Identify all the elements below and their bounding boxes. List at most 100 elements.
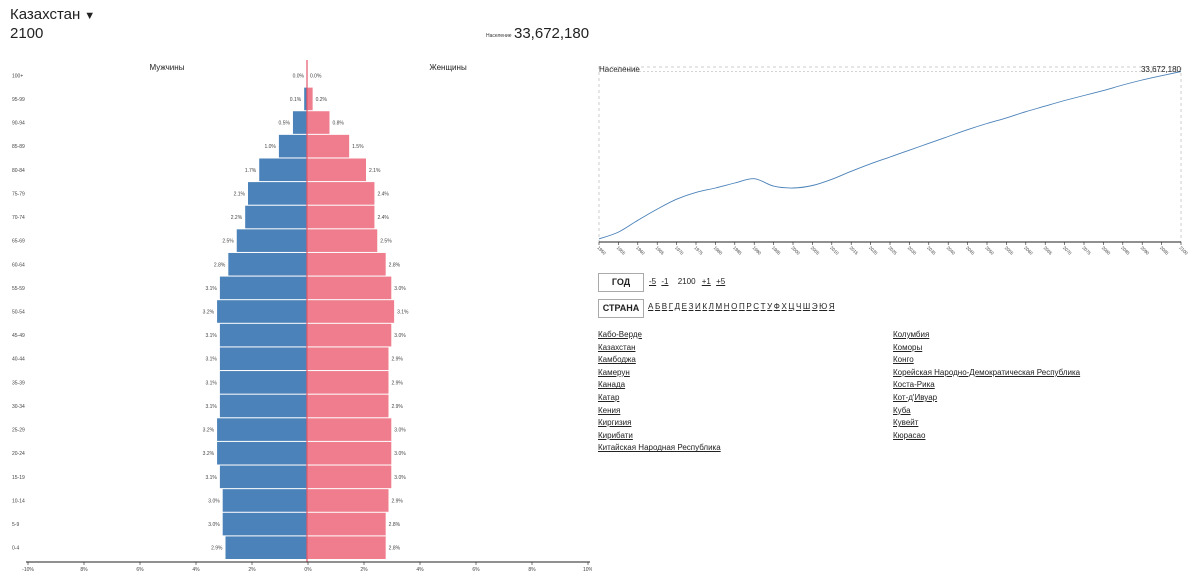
x-tick-label: 2045 xyxy=(965,245,976,256)
age-label: 0-4 xyxy=(12,546,19,552)
age-label: 85-89 xyxy=(12,144,25,150)
male-value-label: 0.5% xyxy=(279,121,291,127)
year-plus-5-link[interactable]: +5 xyxy=(716,277,726,286)
letter-filter-link[interactable]: О xyxy=(731,302,738,311)
age-label: 70-74 xyxy=(12,215,25,221)
letter-filter-link[interactable]: Г xyxy=(668,302,674,311)
letter-filter-link[interactable]: К xyxy=(702,302,708,311)
country-link[interactable]: Киргизия xyxy=(598,418,632,428)
year-minus-1-link[interactable]: -1 xyxy=(661,277,669,286)
x-tick-label: 1950 xyxy=(596,245,607,256)
female-bar-20-24 xyxy=(307,441,392,465)
male-bar-85-89 xyxy=(278,134,307,158)
country-link[interactable]: Катар xyxy=(598,392,620,402)
male-bar-15-19 xyxy=(219,465,307,489)
letter-filter-link[interactable]: Х xyxy=(781,302,787,311)
letter-filter-link[interactable]: С xyxy=(753,302,760,311)
age-label: 65-69 xyxy=(12,239,25,245)
male-bar-80-84 xyxy=(259,158,307,182)
country-link[interactable]: Китайская Народная Республика xyxy=(598,443,721,453)
country-link[interactable]: Кувейт xyxy=(893,418,919,428)
country-link[interactable]: Кюрасао xyxy=(893,430,926,440)
x-tick-label: 2010 xyxy=(829,245,840,256)
letter-filter-link[interactable]: Ш xyxy=(802,302,811,311)
x-tick-label: 2060 xyxy=(1023,245,1034,256)
age-label: 55-59 xyxy=(12,286,25,292)
male-value-label: 2.2% xyxy=(231,215,243,221)
country-link[interactable]: Казахстан xyxy=(598,342,636,352)
population-pyramid: Мужчины Женщины 100+ 0.0% 0.0% 95-99 0.1% 0.2… xyxy=(12,60,592,573)
country-link[interactable]: Канада xyxy=(598,380,626,390)
country-button[interactable]: СТРАНА xyxy=(598,299,644,318)
year-minus-5-link[interactable]: -5 xyxy=(649,277,657,286)
x-tick-label: 6% xyxy=(472,567,480,573)
male-bar-25-29 xyxy=(217,418,307,441)
country-link[interactable]: Кирибати xyxy=(598,430,633,440)
country-link[interactable]: Камбоджа xyxy=(598,355,636,365)
country-link[interactable]: Колумбия xyxy=(893,330,930,339)
age-label: 40-44 xyxy=(12,357,25,363)
letter-filter-link[interactable]: У xyxy=(767,302,773,311)
male-bar-20-24 xyxy=(217,441,307,465)
male-bar-65-69 xyxy=(236,229,307,252)
letter-filter-link[interactable]: П xyxy=(738,302,745,311)
age-label: 20-24 xyxy=(12,451,25,457)
letter-filter-link[interactable]: М xyxy=(715,302,723,311)
country-link[interactable]: Коморы xyxy=(893,342,923,352)
male-value-label: 3.1% xyxy=(205,357,217,363)
letter-filter-link[interactable]: З xyxy=(688,302,694,311)
age-label: 30-34 xyxy=(12,404,25,410)
male-value-label: 3.0% xyxy=(208,522,220,528)
age-label: 15-19 xyxy=(12,475,25,481)
female-bar-60-64 xyxy=(307,252,386,276)
letter-filter-link[interactable]: Д xyxy=(674,302,681,311)
letter-filter-link[interactable]: Б xyxy=(654,302,661,311)
country-link[interactable]: Кабо-Верде xyxy=(598,330,642,339)
letter-filter-link[interactable]: И xyxy=(695,302,701,311)
female-value-label: 3.0% xyxy=(394,451,406,457)
country-link[interactable]: Кения xyxy=(598,405,621,415)
year-plus-1-link[interactable]: +1 xyxy=(701,277,711,286)
male-bar-75-79 xyxy=(247,182,307,205)
letter-filter-link[interactable]: Ф xyxy=(773,302,780,311)
country-link[interactable]: Кот-д'Ивуар xyxy=(893,392,938,402)
letter-filter-link[interactable]: Т xyxy=(760,302,766,311)
country-link[interactable]: Коста-Рика xyxy=(893,380,935,390)
female-value-label: 2.5% xyxy=(380,239,392,245)
country-name: Казахстан xyxy=(10,6,81,23)
x-tick-label: 2025 xyxy=(887,245,898,256)
letter-filter-link[interactable]: Р xyxy=(746,302,752,311)
x-tick-label: 6% xyxy=(136,567,144,573)
female-value-label: 0.2% xyxy=(316,97,328,103)
letter-filter-link[interactable]: Е xyxy=(681,302,688,311)
year-current: 2100 xyxy=(677,277,696,286)
letter-filter-link[interactable]: Ю xyxy=(819,302,828,311)
x-tick-label: 2040 xyxy=(945,245,956,256)
age-label: 25-29 xyxy=(12,428,25,434)
letter-filter-link[interactable]: А xyxy=(648,302,654,311)
letter-filter-link[interactable]: Э xyxy=(811,302,818,311)
country-selector[interactable]: Казахстан ▼ xyxy=(10,6,95,23)
x-tick-label: 8% xyxy=(528,567,536,573)
female-bar-25-29 xyxy=(307,418,392,441)
x-tick-label: 2075 xyxy=(1081,245,1092,256)
x-tick-label: 2% xyxy=(248,567,256,573)
letter-filter-link[interactable]: Ч xyxy=(795,302,802,311)
letter-filter-link[interactable]: Л xyxy=(708,302,714,311)
letter-filter-link[interactable]: В xyxy=(661,302,668,311)
letter-filter-link[interactable]: Ц xyxy=(788,302,795,311)
male-value-label: 3.1% xyxy=(205,475,217,481)
female-bar-95-99 xyxy=(307,87,313,111)
male-value-label: 3.2% xyxy=(203,451,215,457)
country-link[interactable]: Конго xyxy=(893,355,914,365)
year-button[interactable]: ГОД xyxy=(598,273,644,292)
country-link[interactable]: Камерун xyxy=(598,367,630,377)
female-value-label: 2.4% xyxy=(377,215,389,221)
x-tick-label: 2005 xyxy=(810,245,821,256)
letter-filter-link[interactable]: Н xyxy=(723,302,730,311)
country-link[interactable]: Корейская Народно-Демократическая Респуб… xyxy=(893,367,1081,377)
chart-title: Население xyxy=(599,65,640,74)
letter-filter-link[interactable]: Я xyxy=(828,302,835,311)
country-link[interactable]: Куба xyxy=(893,405,911,415)
male-bar-35-39 xyxy=(219,371,307,394)
